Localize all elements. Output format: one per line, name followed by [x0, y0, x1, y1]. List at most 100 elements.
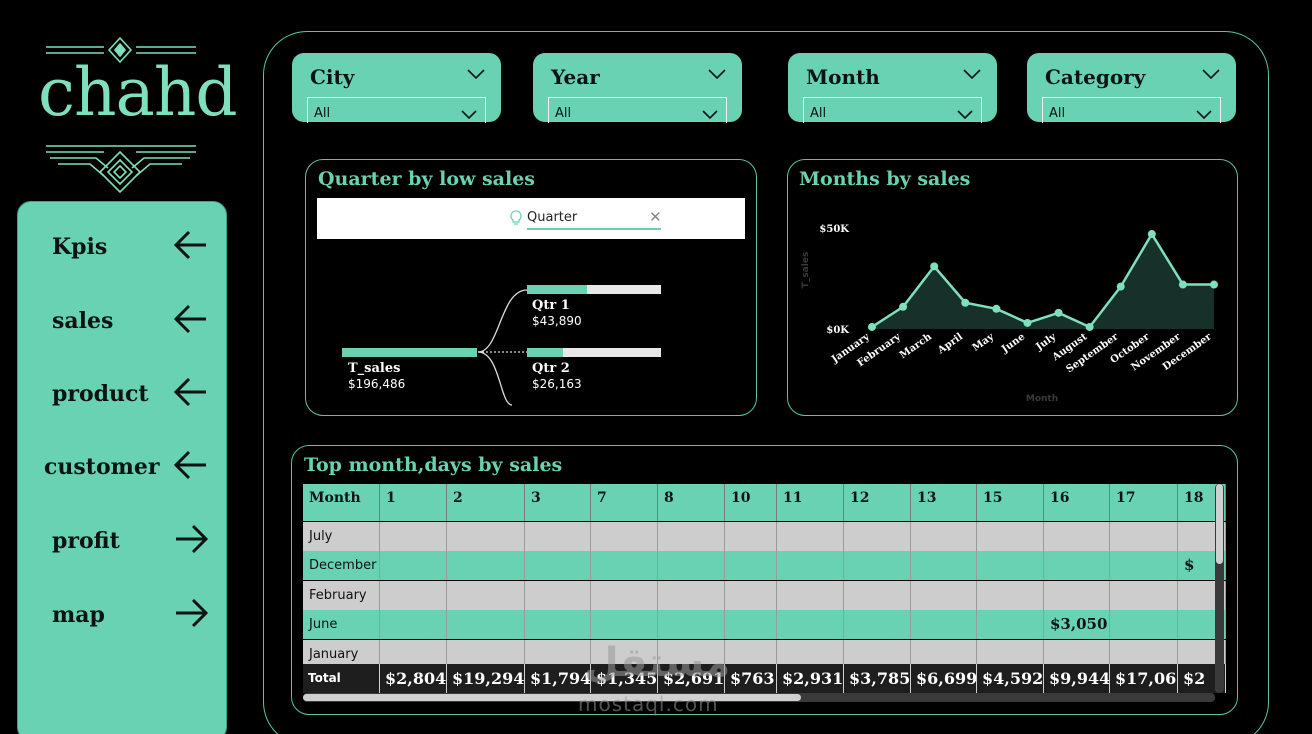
data-point[interactable]: [1054, 308, 1063, 317]
column-header: 3: [525, 484, 591, 521]
data-point[interactable]: [1178, 280, 1187, 289]
sidebar-item-kpis[interactable]: Kpis: [18, 222, 228, 272]
matrix-card: [291, 445, 1238, 715]
qtr1-bar[interactable]: [527, 285, 661, 294]
total-cell: $1,345: [591, 664, 658, 693]
table-cell: [1110, 581, 1178, 610]
table-cell: [591, 640, 658, 664]
year-dropdown[interactable]: All: [548, 97, 727, 123]
table-cell: [1044, 551, 1110, 580]
decomposition-field-bar[interactable]: Quarter ✕: [317, 198, 745, 239]
qtr2-bar-fill: [527, 348, 564, 357]
city-slicer[interactable]: City All: [292, 53, 501, 123]
table-cell: [1178, 610, 1226, 639]
table-cell: [447, 640, 525, 664]
chevron-down-icon[interactable]: [963, 68, 981, 80]
table-cell: [911, 581, 977, 610]
city-dropdown[interactable]: All: [307, 97, 486, 123]
qtr1-bar-fill: [527, 285, 588, 294]
table-cell: [380, 581, 447, 610]
month-slicer[interactable]: Month All: [788, 53, 997, 123]
months-chart-title: Months by sales: [799, 168, 971, 190]
column-header: 2: [447, 484, 525, 521]
matrix-horizontal-scrollbar[interactable]: [303, 693, 1215, 702]
table-cell: [525, 551, 591, 580]
sidebar-item-sales[interactable]: sales: [18, 296, 228, 346]
year-slicer[interactable]: Year All: [533, 53, 742, 123]
column-header: 1: [380, 484, 447, 521]
data-point[interactable]: [1147, 230, 1156, 239]
sidebar-item-label: profit: [52, 528, 120, 554]
table-cell: [844, 522, 911, 551]
table-cell: [1044, 581, 1110, 610]
chevron-down-icon[interactable]: [1196, 110, 1212, 120]
total-cell: $2,931: [777, 664, 844, 693]
total-cell: $2,804: [380, 664, 447, 693]
column-header: 12: [844, 484, 911, 521]
table-row: December $: [303, 551, 1226, 580]
chevron-down-icon[interactable]: [708, 68, 726, 80]
data-point[interactable]: [992, 304, 1001, 313]
qtr2-bar[interactable]: [527, 348, 661, 357]
total-cell: $1,794: [525, 664, 591, 693]
matrix-total-row: Total $2,804 $19,294 $1,794 $1,345 $2,691 $763…: [303, 664, 1226, 693]
chevron-down-icon[interactable]: [1202, 68, 1220, 80]
close-icon[interactable]: ✕: [649, 208, 662, 226]
table-cell: [725, 551, 777, 580]
x-tick-label: May: [971, 331, 997, 354]
chevron-down-icon[interactable]: [461, 110, 477, 120]
table-cell: [591, 581, 658, 610]
category-dropdown[interactable]: All: [1042, 97, 1221, 123]
matrix-vertical-scrollbar[interactable]: [1215, 484, 1224, 693]
field-label: Quarter: [527, 210, 578, 225]
row-label: June: [303, 610, 380, 639]
scroll-thumb[interactable]: [303, 694, 801, 701]
data-point[interactable]: [899, 302, 908, 311]
total-cell: $2,691: [658, 664, 725, 693]
chahd-logo: chahd: [30, 34, 238, 204]
column-header: 7: [591, 484, 658, 521]
sidebar-item-profit[interactable]: profit: [18, 516, 228, 566]
data-point[interactable]: [1116, 282, 1125, 291]
x-tick-label: April: [935, 331, 965, 357]
chevron-down-icon[interactable]: [467, 68, 485, 80]
category-slicer[interactable]: Category All: [1027, 53, 1236, 123]
sales-matrix-table[interactable]: Month 1 2 3 7 8 10 11 12 13 15 16 17 18 July December $ F…: [303, 484, 1226, 694]
table-cell: [844, 610, 911, 639]
sidebar-item-map[interactable]: map: [18, 590, 228, 640]
y-tick-label: $50K: [819, 224, 849, 235]
data-point[interactable]: [1085, 322, 1094, 331]
dropdown-value: All: [555, 106, 572, 121]
table-cell: [725, 522, 777, 551]
data-point[interactable]: [1023, 318, 1032, 327]
data-point[interactable]: [961, 298, 970, 307]
row-label: December: [303, 551, 380, 580]
decomposition-title: Quarter by low sales: [318, 168, 535, 190]
data-point[interactable]: [868, 322, 876, 331]
data-point[interactable]: [930, 262, 939, 271]
table-cell: [977, 522, 1044, 551]
total-cell: $4,592: [977, 664, 1044, 693]
slicer-title: City: [310, 65, 355, 89]
chevron-down-icon[interactable]: [957, 110, 973, 120]
table-cell: [977, 581, 1044, 610]
table-row: June $3,050: [303, 610, 1226, 639]
month-dropdown[interactable]: All: [803, 97, 982, 123]
column-header: 13: [911, 484, 977, 521]
arrow-left-icon: [173, 377, 206, 407]
table-cell: [777, 581, 844, 610]
table-cell: [658, 640, 725, 664]
root-bar[interactable]: [342, 348, 477, 357]
table-cell: [725, 640, 777, 664]
table-cell: [591, 522, 658, 551]
slicer-title: Year: [551, 65, 600, 89]
table-cell: [525, 640, 591, 664]
sidebar-item-customer[interactable]: customer: [18, 442, 228, 492]
data-point[interactable]: [1210, 280, 1218, 289]
table-row: January: [303, 640, 1226, 664]
sidebar-item-product[interactable]: product: [18, 369, 228, 419]
table-cell: [525, 610, 591, 639]
chevron-down-icon[interactable]: [702, 110, 718, 120]
scroll-thumb[interactable]: [1216, 484, 1223, 564]
